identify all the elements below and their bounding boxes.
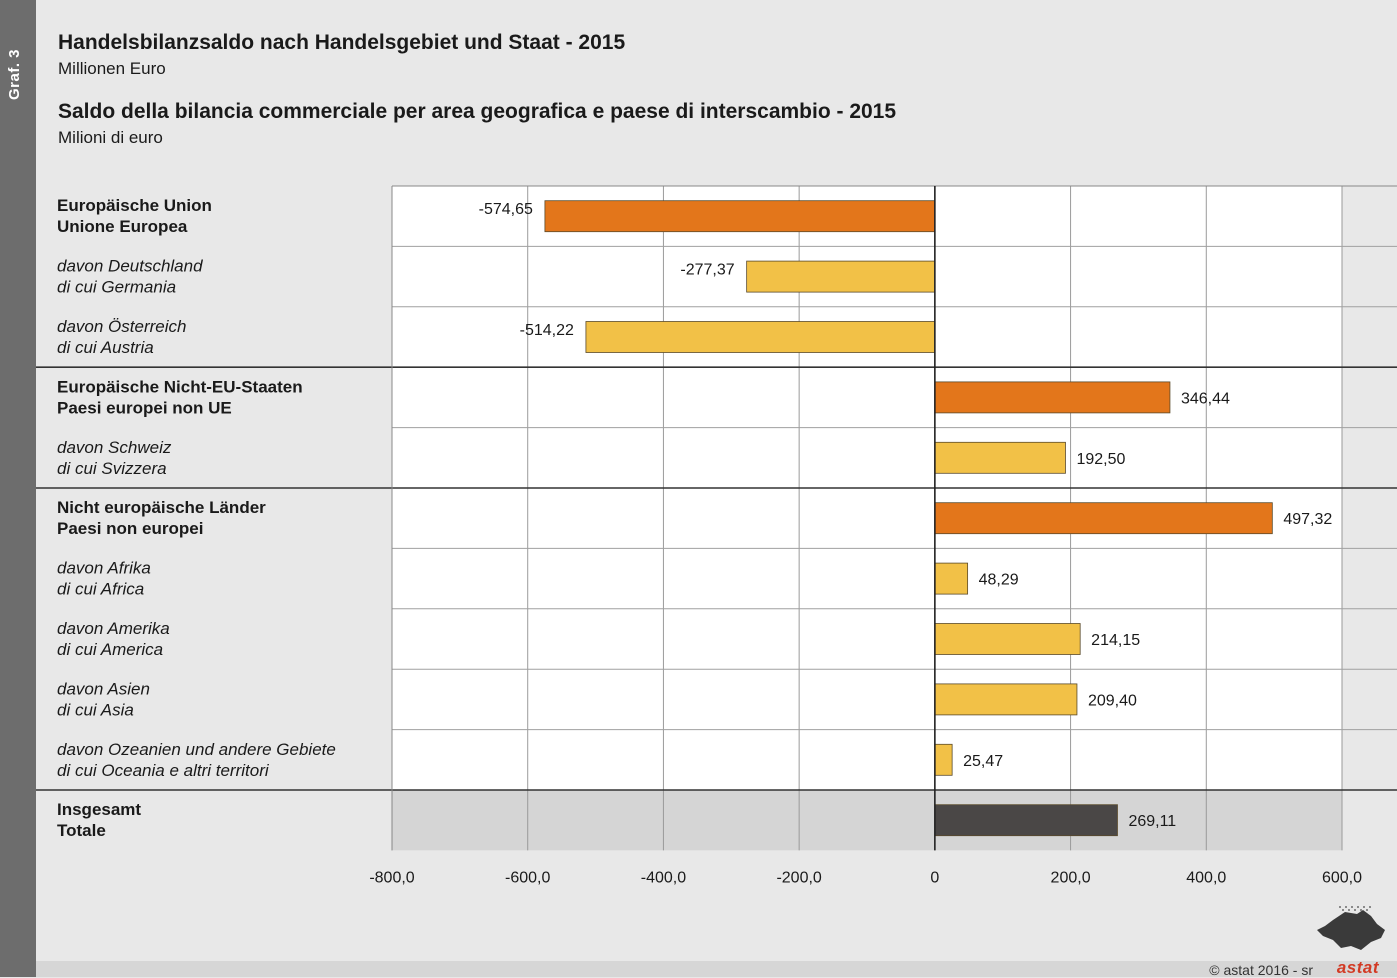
bar <box>934 381 1171 414</box>
data-label: 269,11 <box>1128 813 1176 830</box>
category-label-line2: di cui Africa <box>57 580 144 599</box>
x-tick-label: -400,0 <box>641 869 686 886</box>
data-label: 48,29 <box>979 572 1019 589</box>
category-label-line2: di cui Svizzera <box>57 459 167 478</box>
data-label: -514,22 <box>520 322 574 339</box>
footer-bar <box>36 961 1397 977</box>
x-tick-label: 200,0 <box>1051 869 1091 886</box>
x-tick-label: -800,0 <box>369 869 414 886</box>
bar <box>934 441 1066 474</box>
astat-map-logo-icon <box>1317 906 1385 950</box>
category-label-line1: davon Amerika <box>57 619 170 638</box>
category-label-line2: Paesi europei non UE <box>57 398 232 417</box>
total-row-background <box>392 790 1342 851</box>
category-label-line2: di cui America <box>57 640 163 659</box>
category-label-line1: Europäische Nicht-EU-Staaten <box>57 377 303 396</box>
category-label-line1: davon Österreich <box>57 317 186 336</box>
chart-unit-it: Milioni di euro <box>58 128 163 147</box>
data-label: 192,50 <box>1076 451 1125 468</box>
data-label: 209,40 <box>1088 692 1137 709</box>
bar <box>934 502 1273 535</box>
bar <box>544 200 936 233</box>
category-label-line2: di cui Austria <box>57 338 154 357</box>
data-label: 346,44 <box>1181 390 1230 407</box>
chart-unit-de: Millionen Euro <box>58 59 166 78</box>
chart-title-de: Handelsbilanzsaldo nach Handelsgebiet un… <box>58 31 626 54</box>
category-label-line2: di cui Germania <box>57 278 176 297</box>
bar <box>934 804 1118 837</box>
astat-logo-text: astat <box>1336 958 1379 977</box>
category-label-line1: davon Afrika <box>57 559 151 578</box>
category-label-line2: di cui Oceania e altri territori <box>57 761 270 780</box>
chart-title-it: Saldo della bilancia commerciale per are… <box>58 100 897 123</box>
category-label-line2: Totale <box>57 821 106 840</box>
copyright-text: © astat 2016 - sr <box>1209 962 1313 978</box>
category-label-line1: davon Deutschland <box>57 257 203 276</box>
category-label-line2: Paesi non europei <box>57 519 203 538</box>
category-label-line1: davon Schweiz <box>57 438 172 457</box>
category-label-line1: Insgesamt <box>57 800 141 819</box>
category-label-line1: davon Asien <box>57 679 150 698</box>
x-tick-label: -200,0 <box>776 869 821 886</box>
side-strip <box>0 0 36 977</box>
data-label: 25,47 <box>963 753 1003 770</box>
x-tick-label: 600,0 <box>1322 869 1362 886</box>
bar <box>934 743 953 776</box>
category-label-line1: Nicht europäische Länder <box>57 498 266 517</box>
category-label-line1: davon Ozeanien und andere Gebiete <box>57 740 336 759</box>
data-label: -277,37 <box>680 262 734 279</box>
data-label: -574,65 <box>479 201 533 218</box>
category-label-line2: di cui Asia <box>57 700 134 719</box>
category-label-line1: Europäische Union <box>57 196 212 215</box>
category-label-line2: Unione Europea <box>57 217 188 236</box>
x-tick-label: -600,0 <box>505 869 550 886</box>
x-tick-label: 0 <box>930 869 939 886</box>
x-tick-label: 400,0 <box>1186 869 1226 886</box>
bar <box>934 683 1078 716</box>
data-label: 497,32 <box>1283 511 1332 528</box>
bar <box>746 260 936 293</box>
data-label: 214,15 <box>1091 632 1140 649</box>
bar <box>934 623 1081 655</box>
bar <box>934 562 969 595</box>
bar <box>585 321 936 353</box>
